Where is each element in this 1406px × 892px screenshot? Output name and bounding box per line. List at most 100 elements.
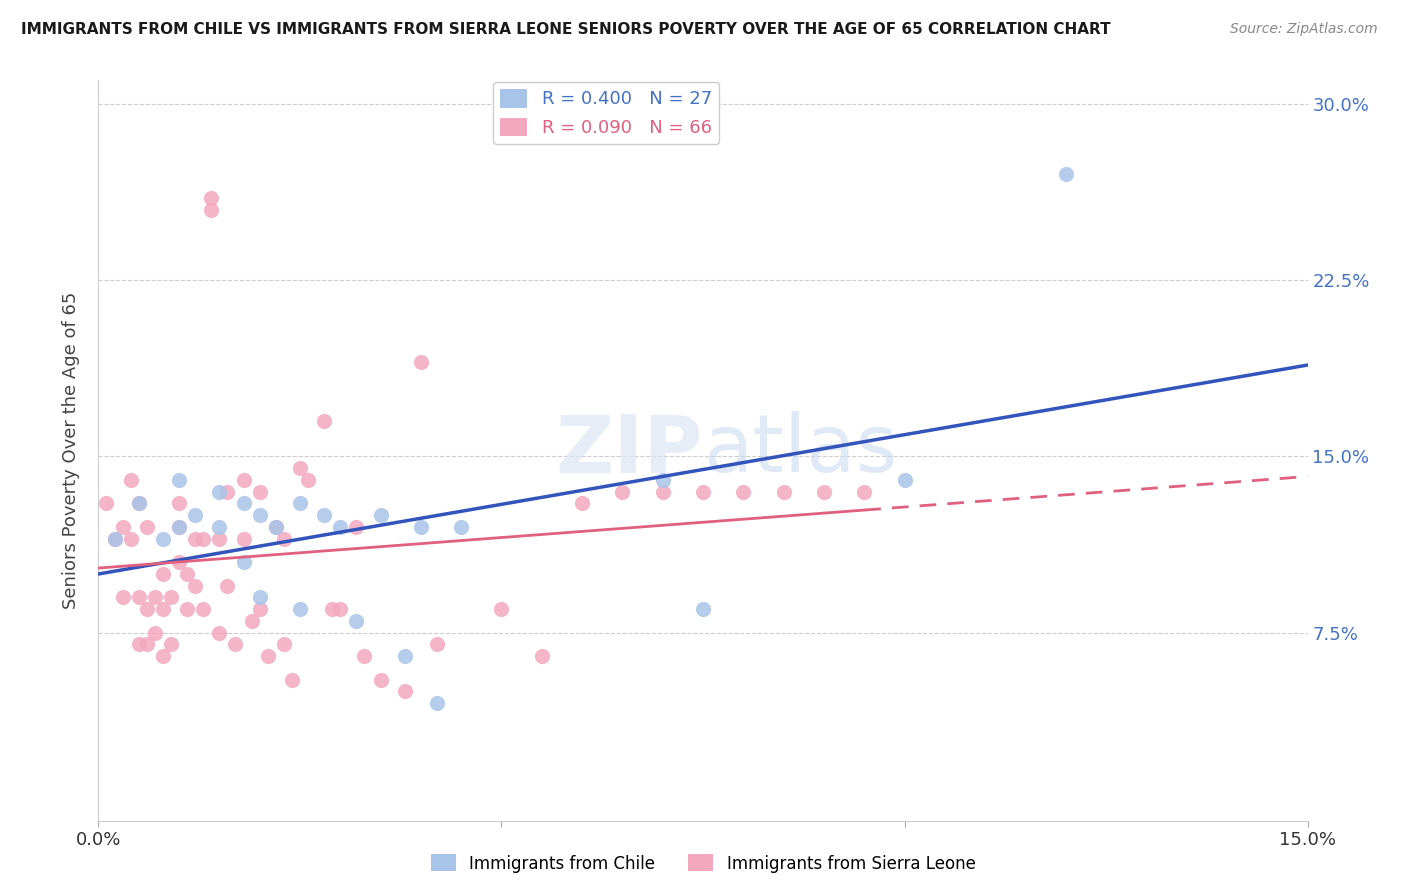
Point: [893, 473, 915, 487]
Point: [160, 637, 183, 651]
Point: [167, 555, 190, 569]
Point: [288, 496, 311, 510]
Point: [176, 566, 198, 581]
Point: [692, 484, 714, 499]
Point: [200, 191, 222, 205]
Point: [184, 532, 207, 546]
Point: [193, 602, 215, 616]
Point: [370, 508, 392, 522]
Point: [772, 484, 794, 499]
Point: [224, 637, 246, 651]
Point: [232, 555, 254, 569]
Point: [232, 496, 254, 510]
Point: [264, 520, 287, 534]
Point: [353, 649, 375, 664]
Point: [394, 649, 416, 664]
Text: IMMIGRANTS FROM CHILE VS IMMIGRANTS FROM SIERRA LEONE SENIORS POVERTY OVER THE A: IMMIGRANTS FROM CHILE VS IMMIGRANTS FROM…: [21, 22, 1111, 37]
Point: [135, 602, 157, 616]
Point: [111, 520, 134, 534]
Point: [426, 637, 449, 651]
Text: Source: ZipAtlas.com: Source: ZipAtlas.com: [1230, 22, 1378, 37]
Point: [128, 591, 150, 605]
Point: [249, 602, 271, 616]
Point: [232, 473, 254, 487]
Point: [135, 520, 157, 534]
Point: [321, 602, 343, 616]
Point: [96, 496, 118, 510]
Point: [813, 484, 835, 499]
Point: [612, 484, 634, 499]
Point: [193, 532, 215, 546]
Point: [249, 484, 271, 499]
Point: [256, 649, 278, 664]
Point: [143, 591, 166, 605]
Point: [208, 532, 231, 546]
Point: [344, 614, 367, 628]
Point: [208, 520, 231, 534]
Point: [394, 684, 416, 698]
Point: [128, 637, 150, 651]
Y-axis label: Seniors Poverty Over the Age of 65: Seniors Poverty Over the Age of 65: [62, 292, 80, 609]
Point: [152, 532, 174, 546]
Point: [314, 414, 336, 428]
Point: [208, 625, 231, 640]
Point: [249, 508, 271, 522]
Point: [329, 602, 352, 616]
Point: [249, 591, 271, 605]
Point: [281, 673, 304, 687]
Point: [167, 520, 190, 534]
Point: [143, 625, 166, 640]
Point: [571, 496, 593, 510]
Point: [273, 637, 295, 651]
Point: [208, 484, 231, 499]
Point: [1054, 167, 1077, 181]
Point: [329, 520, 352, 534]
Point: [184, 508, 207, 522]
Point: [128, 496, 150, 510]
Text: atlas: atlas: [703, 411, 897, 490]
Point: [120, 473, 142, 487]
Point: [176, 602, 198, 616]
Point: [184, 579, 207, 593]
Point: [491, 602, 513, 616]
Legend: R = 0.400   N = 27, R = 0.090   N = 66: R = 0.400 N = 27, R = 0.090 N = 66: [494, 82, 720, 145]
Point: [135, 637, 157, 651]
Point: [651, 484, 673, 499]
Point: [264, 520, 287, 534]
Point: [200, 202, 222, 217]
Point: [152, 649, 174, 664]
Point: [152, 566, 174, 581]
Point: [103, 532, 125, 546]
Point: [651, 473, 673, 487]
Point: [167, 496, 190, 510]
Point: [370, 673, 392, 687]
Point: [232, 532, 254, 546]
Point: [409, 520, 432, 534]
Point: [733, 484, 755, 499]
Legend: Immigrants from Chile, Immigrants from Sierra Leone: Immigrants from Chile, Immigrants from S…: [423, 847, 983, 880]
Point: [120, 532, 142, 546]
Point: [167, 520, 190, 534]
Point: [297, 473, 319, 487]
Point: [288, 602, 311, 616]
Point: [450, 520, 472, 534]
Point: [128, 496, 150, 510]
Point: [344, 520, 367, 534]
Point: [530, 649, 553, 664]
Point: [111, 591, 134, 605]
Point: [240, 614, 263, 628]
Point: [217, 579, 239, 593]
Point: [160, 591, 183, 605]
Point: [152, 602, 174, 616]
Text: ZIP: ZIP: [555, 411, 703, 490]
Point: [426, 696, 449, 710]
Point: [853, 484, 876, 499]
Point: [288, 461, 311, 475]
Point: [314, 508, 336, 522]
Point: [273, 532, 295, 546]
Point: [409, 355, 432, 369]
Point: [692, 602, 714, 616]
Point: [217, 484, 239, 499]
Point: [167, 473, 190, 487]
Point: [103, 532, 125, 546]
